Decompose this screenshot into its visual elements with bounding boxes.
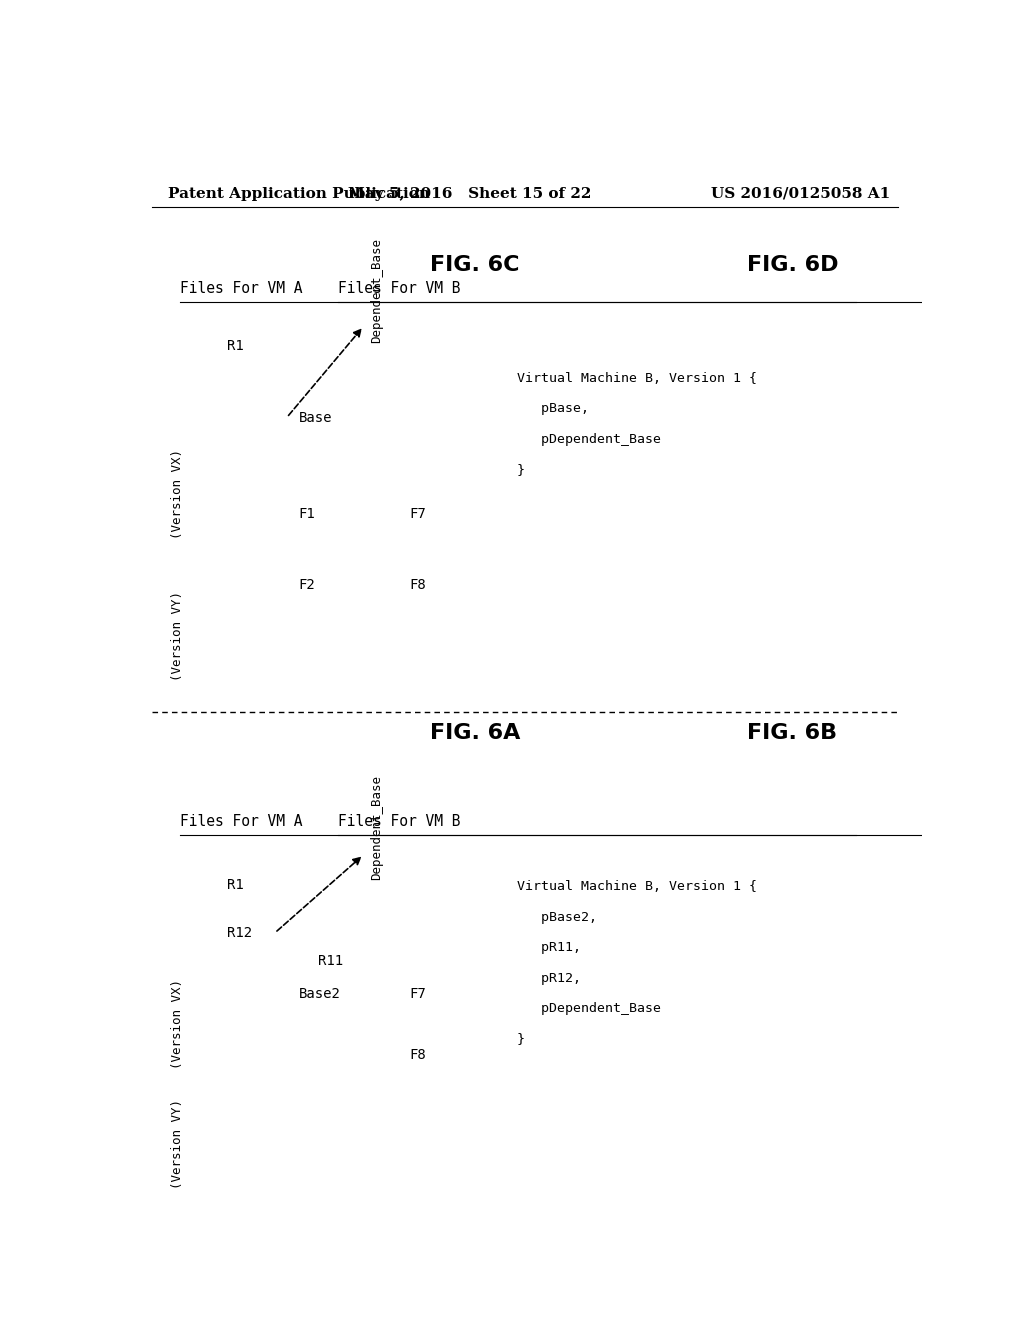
Text: F2: F2 [299,578,315,593]
Text: R12: R12 [227,925,252,940]
Text: May 5, 2016   Sheet 15 of 22: May 5, 2016 Sheet 15 of 22 [347,187,591,201]
Text: Base2: Base2 [299,987,341,1001]
Text: pBase2,: pBase2, [517,911,597,924]
Text: F7: F7 [410,987,426,1001]
Text: R1: R1 [227,339,244,354]
Text: (Version VY): (Version VY) [171,1100,183,1189]
Text: F8: F8 [410,578,426,593]
Text: F8: F8 [410,1048,426,1061]
Text: pBase,: pBase, [517,403,589,416]
Text: Base: Base [299,411,332,425]
Text: FIG. 6C: FIG. 6C [430,255,519,275]
Text: Patent Application Publication: Patent Application Publication [168,187,430,201]
Text: (Version VX): (Version VX) [171,979,183,1069]
Text: Files For VM B: Files For VM B [338,281,461,296]
Text: Virtual Machine B, Version 1 {: Virtual Machine B, Version 1 { [517,880,757,894]
Text: R1: R1 [227,878,244,892]
Text: pR11,: pR11, [517,941,581,954]
Text: Files For VM A: Files For VM A [179,814,302,829]
Text: Dependent_Base: Dependent_Base [370,238,383,343]
Text: pR12,: pR12, [517,972,581,985]
Text: FIG. 6D: FIG. 6D [748,255,839,275]
Text: Files For VM B: Files For VM B [338,814,461,829]
Text: (Version VY): (Version VY) [171,591,183,681]
Text: FIG. 6B: FIG. 6B [748,722,838,743]
Text: pDependent_Base: pDependent_Base [517,1002,660,1015]
Text: }: } [517,1032,525,1045]
Text: Files For VM A: Files For VM A [179,281,302,296]
Text: F1: F1 [299,507,315,521]
Text: pDependent_Base: pDependent_Base [517,433,660,446]
Text: F7: F7 [410,507,426,521]
Text: (Version VX): (Version VX) [171,449,183,539]
Text: Virtual Machine B, Version 1 {: Virtual Machine B, Version 1 { [517,372,757,385]
Text: R11: R11 [318,954,344,969]
Text: US 2016/0125058 A1: US 2016/0125058 A1 [711,187,890,201]
Text: Dependent_Base: Dependent_Base [370,775,383,879]
Text: FIG. 6A: FIG. 6A [430,722,520,743]
Text: }: } [517,463,525,477]
